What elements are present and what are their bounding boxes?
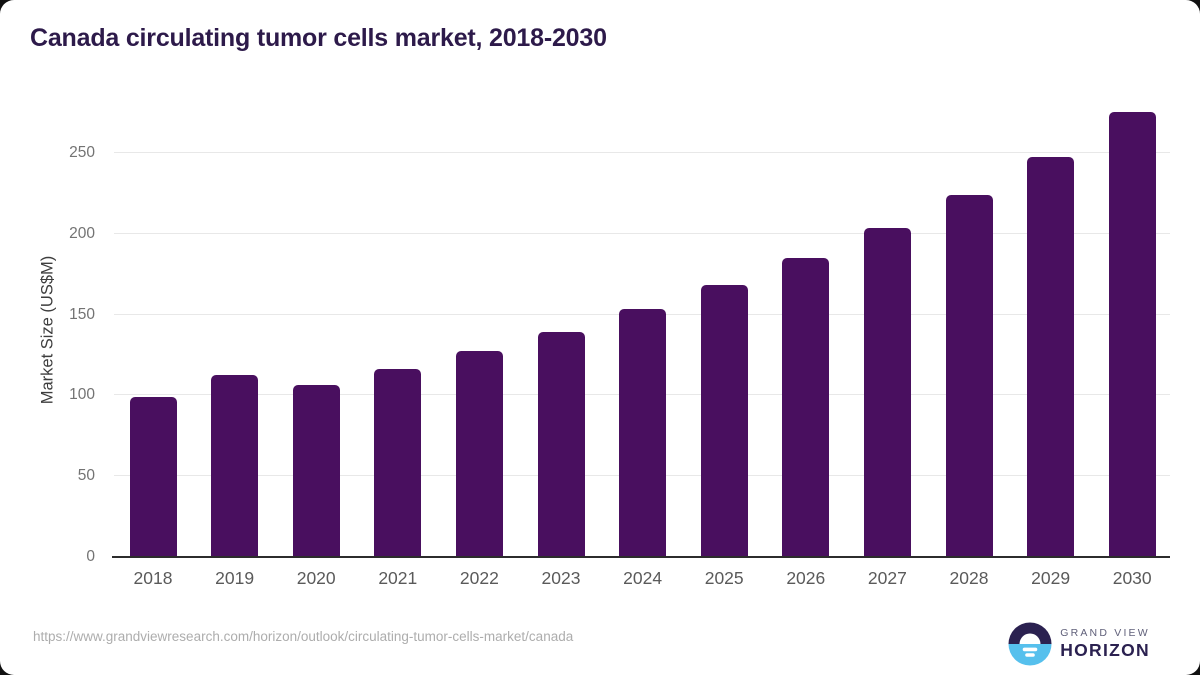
y-tick-label: 150 — [69, 305, 95, 323]
bar-2029[interactable] — [1027, 157, 1075, 557]
y-tick-label: 50 — [77, 467, 95, 485]
x-tick-label: 2020 — [296, 568, 336, 588]
bar-2025[interactable] — [700, 284, 748, 557]
brand-name-bottom: HORIZON — [1060, 640, 1150, 660]
y-tick-label: 0 — [86, 548, 95, 565]
y-tick-label: 100 — [69, 386, 95, 404]
y-tick-label: 200 — [69, 224, 95, 242]
bar-2023[interactable] — [537, 332, 585, 557]
y-tick-label: 250 — [69, 144, 95, 162]
x-tick-label: 2030 — [1112, 568, 1152, 588]
bar-2018[interactable] — [129, 397, 177, 557]
x-tick-label: 2023 — [541, 568, 581, 588]
y-axis-title: Market Size (US$M) — [38, 255, 57, 405]
x-tick-label: 2019 — [215, 568, 255, 588]
gridline — [114, 152, 1170, 154]
x-tick-label: 2025 — [704, 568, 744, 588]
bar-2019[interactable] — [211, 375, 259, 557]
bar-2026[interactable] — [782, 258, 830, 557]
bar-2022[interactable] — [455, 351, 503, 557]
bar-2021[interactable] — [374, 368, 422, 557]
x-tick-label: 2027 — [867, 568, 907, 588]
plot-area: 0 50 100 150 200 250 2018 2019 2020 2021 2022 2023 2… — [69, 103, 1170, 588]
bar-2020[interactable] — [292, 384, 340, 557]
gridline — [114, 232, 1170, 234]
x-tick-label: 2024 — [623, 568, 663, 588]
bar-2027[interactable] — [863, 228, 911, 557]
x-axis-line — [112, 556, 1170, 558]
x-tick-label: 2022 — [459, 568, 499, 588]
x-tick-label: 2018 — [133, 568, 173, 588]
chart-title: Canada circulating tumor cells market, 2… — [30, 24, 607, 52]
bar-2028[interactable] — [945, 195, 993, 557]
logo-wordmark: GRAND VIEW HORIZON — [1060, 627, 1150, 661]
grand-view-horizon-logo: GRAND VIEW HORIZON — [1008, 622, 1150, 666]
brand-name-top: GRAND VIEW — [1060, 627, 1150, 639]
x-tick-label: 2026 — [786, 568, 826, 588]
x-tick-label: 2029 — [1031, 568, 1071, 588]
horizon-sun-icon — [1008, 622, 1052, 666]
source-url-text: https://www.grandviewresearch.com/horizo… — [33, 629, 574, 644]
x-tick-label: 2028 — [949, 568, 989, 588]
bar-2030[interactable] — [1108, 112, 1156, 557]
bar-2024[interactable] — [619, 309, 667, 557]
x-tick-label: 2021 — [378, 568, 418, 588]
